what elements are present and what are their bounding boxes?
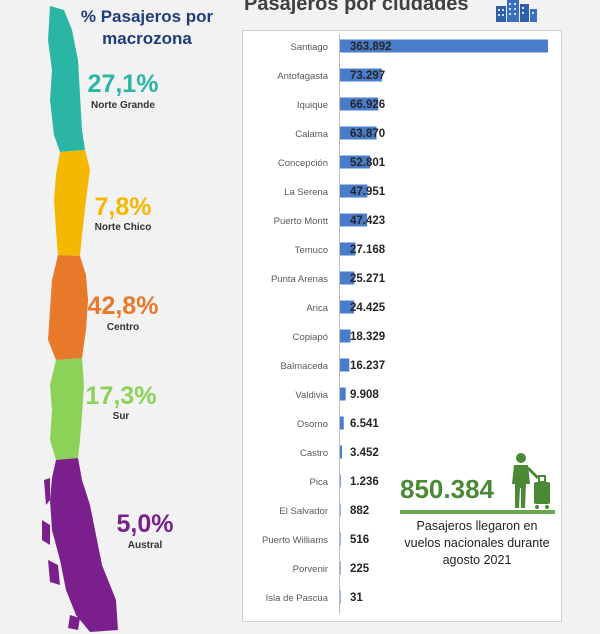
bar-pica (340, 474, 341, 488)
city-label-balmaceda: Balmaceda (280, 361, 328, 372)
chile-map (42, 6, 118, 632)
bar-valdivia (340, 387, 346, 401)
value-label-arica: 24.425 (350, 302, 386, 314)
city-label-iquique: Iquique (297, 100, 328, 111)
bar-puerto-williams (340, 532, 341, 546)
zone-pct-sur: 17,3% (85, 382, 157, 410)
bar-antofagasta (340, 68, 382, 82)
city-label-isla-de-pascua: Isla de Pascua (266, 593, 329, 604)
city-label-temuco: Temuco (295, 245, 328, 256)
zone-pct-austral: 5,0% (116, 510, 174, 538)
bar-arica (340, 300, 354, 314)
value-label-antofagasta: 73.297 (350, 70, 385, 82)
value-label-iquique: 66.926 (350, 99, 385, 111)
map-austral-islands (42, 478, 80, 630)
value-label-balmaceda: 16.237 (350, 360, 385, 372)
zone-name-norte-chico: Norte Chico (94, 222, 152, 233)
city-label-la-serena: La Serena (284, 187, 329, 198)
bar-copiapo (340, 329, 351, 343)
total-underline (400, 510, 555, 514)
macrozone-title: % Pasajeros por macrozona (80, 7, 214, 48)
map-sur (50, 358, 84, 460)
city-label-punta-arenas: Punta Arenas (271, 274, 328, 285)
bar-osorno (340, 416, 344, 430)
zone-pct-norte-chico: 7,8% (94, 193, 152, 221)
city-label-arica: Arica (306, 303, 328, 314)
zone-name-sur: Sur (112, 411, 130, 422)
zone-name-norte-grande: Norte Grande (91, 100, 155, 111)
chart-title: Pasajeros por ciudades (244, 0, 469, 15)
bar-isla-de-pascua (340, 590, 341, 604)
value-label-la-serena: 47.951 (350, 186, 386, 198)
total-passengers: 850.384 (400, 474, 494, 504)
map-norte-chico (54, 150, 90, 256)
city-label-castro: Castro (300, 448, 328, 459)
city-label-concepcion: Concepción (278, 158, 328, 169)
total-caption: Pasajeros llegaron en vuelos nacionales … (404, 519, 550, 567)
zone-pct-norte-grande: 27,1% (87, 70, 159, 98)
city-label-el-salvador: El Salvador (279, 506, 328, 517)
value-label-punta-arenas: 25.271 (350, 273, 386, 285)
bar-porvenir (340, 561, 341, 575)
category-axis (339, 34, 340, 614)
city-label-pica: Pica (310, 477, 329, 488)
bar-iquique (340, 97, 379, 111)
bar-chart: Santiago 363.892 Antofagasta 73.297 Iquique 6… (262, 39, 548, 604)
bar-el-salvador (340, 503, 341, 517)
bar-balmaceda (340, 358, 350, 372)
value-label-puerto-williams: 516 (350, 534, 369, 546)
city-label-puerto-williams: Puerto Williams (262, 535, 328, 546)
zone-name-austral: Austral (127, 540, 163, 551)
city-label-osorno: Osorno (297, 419, 328, 430)
zone-pct-centro: 42,8% (87, 292, 159, 320)
bar-temuco (340, 242, 356, 256)
city-label-valdivia: Valdivia (295, 390, 328, 401)
city-label-copiapo: Copiapó (293, 332, 328, 343)
bar-la-serena (340, 184, 368, 198)
bar-concepcion (340, 155, 371, 169)
bar-puerto-montt (340, 213, 368, 227)
city-label-calama: Calama (295, 129, 328, 140)
value-label-el-salvador: 882 (350, 505, 369, 517)
zone-name-centro: Centro (106, 322, 140, 333)
bar-calama (340, 126, 377, 140)
chart-panel (242, 30, 562, 622)
city-label-porvenir: Porvenir (293, 564, 328, 575)
city-label-puerto-montt: Puerto Montt (274, 216, 329, 227)
city-label-santiago: Santiago (290, 42, 328, 53)
city-label-antofagasta: Antofagasta (277, 71, 328, 82)
value-label-copiapo: 18.329 (350, 331, 385, 343)
value-label-porvenir: 225 (350, 563, 370, 575)
value-label-temuco: 27.168 (350, 244, 386, 256)
bar-punta-arenas (340, 271, 355, 285)
map-norte-grande (48, 6, 85, 152)
traveler-with-suitcase-icon (512, 453, 550, 509)
bar-santiago (340, 39, 548, 53)
value-label-isla-de-pascua: 31 (350, 592, 363, 604)
bar-castro (340, 445, 342, 459)
value-label-santiago: 363.892 (350, 41, 392, 53)
map-centro (48, 255, 88, 360)
value-label-valdivia: 9.908 (350, 389, 379, 401)
value-label-castro: 3.452 (350, 447, 379, 459)
value-label-osorno: 6.541 (350, 418, 379, 430)
value-label-pica: 1.236 (350, 476, 379, 488)
buildings-icon (496, 0, 537, 22)
value-label-concepcion: 52.801 (350, 157, 386, 169)
map-austral (50, 458, 118, 632)
value-label-calama: 63.870 (350, 128, 385, 140)
value-label-puerto-montt: 47.423 (350, 215, 385, 227)
